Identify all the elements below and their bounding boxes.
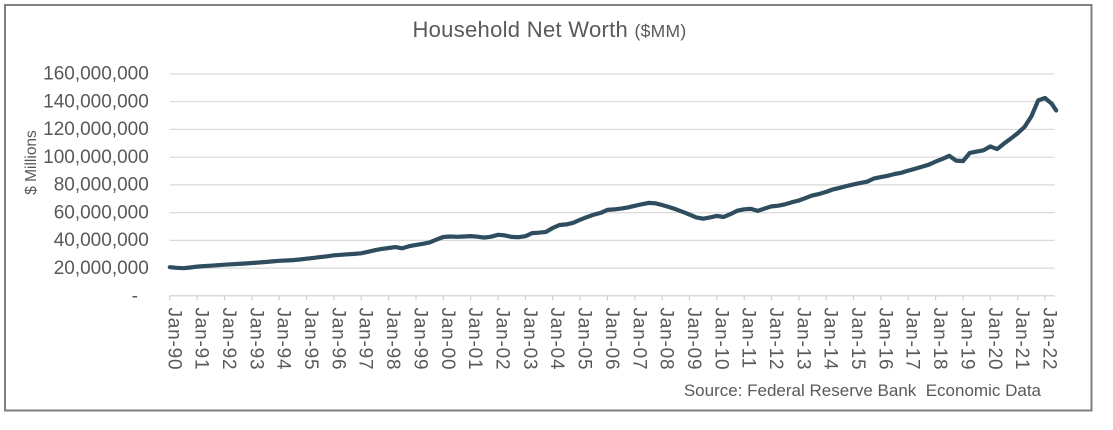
svg-text:Jan-19: Jan-19 — [957, 308, 978, 371]
svg-text:-: - — [132, 286, 138, 307]
svg-text:Jan-99: Jan-99 — [410, 308, 431, 371]
svg-text:Jan-94: Jan-94 — [273, 308, 294, 371]
svg-text:60,000,000: 60,000,000 — [54, 202, 149, 223]
svg-text:80,000,000: 80,000,000 — [54, 175, 149, 196]
svg-text:Jan-97: Jan-97 — [355, 308, 376, 371]
svg-text:140,000,000: 140,000,000 — [43, 91, 149, 112]
svg-text:Jan-08: Jan-08 — [656, 308, 677, 371]
svg-text:Jan-21: Jan-21 — [1011, 308, 1032, 371]
svg-text:20,000,000: 20,000,000 — [54, 258, 149, 279]
svg-text:Jan-20: Jan-20 — [984, 308, 1005, 371]
svg-text:Jan-16: Jan-16 — [874, 308, 895, 371]
svg-text:Jan-91: Jan-91 — [191, 308, 212, 371]
svg-text:Jan-93: Jan-93 — [245, 308, 266, 371]
svg-text:Jan-04: Jan-04 — [546, 308, 567, 371]
svg-text:Source: Federal Reserve Bank: Source: Federal Reserve Bank Economic Da… — [684, 381, 1042, 400]
svg-text:Jan-10: Jan-10 — [710, 308, 731, 371]
svg-text:Jan-06: Jan-06 — [601, 308, 622, 371]
svg-text:Jan-98: Jan-98 — [382, 308, 403, 371]
svg-text:Jan-05: Jan-05 — [574, 308, 595, 371]
svg-text:$ Millions: $ Millions — [23, 130, 40, 195]
svg-text:120,000,000: 120,000,000 — [43, 119, 149, 140]
svg-text:Jan-12: Jan-12 — [765, 308, 786, 371]
svg-text:100,000,000: 100,000,000 — [43, 147, 149, 168]
svg-text:Jan-09: Jan-09 — [683, 308, 704, 371]
svg-text:Jan-03: Jan-03 — [519, 308, 540, 371]
svg-text:Jan-15: Jan-15 — [847, 308, 868, 371]
svg-text:Jan-02: Jan-02 — [492, 308, 513, 371]
svg-text:Jan-13: Jan-13 — [792, 308, 813, 371]
svg-text:40,000,000: 40,000,000 — [54, 230, 149, 251]
svg-text:Jan-92: Jan-92 — [218, 308, 239, 371]
svg-text:Jan-18: Jan-18 — [929, 308, 950, 371]
svg-text:Household Net Worth ($MM): Household Net Worth ($MM) — [412, 17, 686, 42]
svg-text:160,000,000: 160,000,000 — [43, 64, 149, 85]
svg-text:Jan-22: Jan-22 — [1039, 308, 1060, 371]
svg-text:Jan-00: Jan-00 — [437, 308, 458, 371]
svg-text:Jan-14: Jan-14 — [820, 308, 841, 371]
svg-text:Jan-96: Jan-96 — [327, 308, 348, 371]
svg-text:Jan-17: Jan-17 — [902, 308, 923, 371]
svg-text:Jan-11: Jan-11 — [738, 308, 759, 370]
svg-text:Jan-95: Jan-95 — [300, 308, 321, 371]
svg-text:Jan-07: Jan-07 — [628, 308, 649, 371]
svg-text:Jan-01: Jan-01 — [464, 308, 485, 371]
svg-text:Jan-90: Jan-90 — [163, 308, 184, 371]
